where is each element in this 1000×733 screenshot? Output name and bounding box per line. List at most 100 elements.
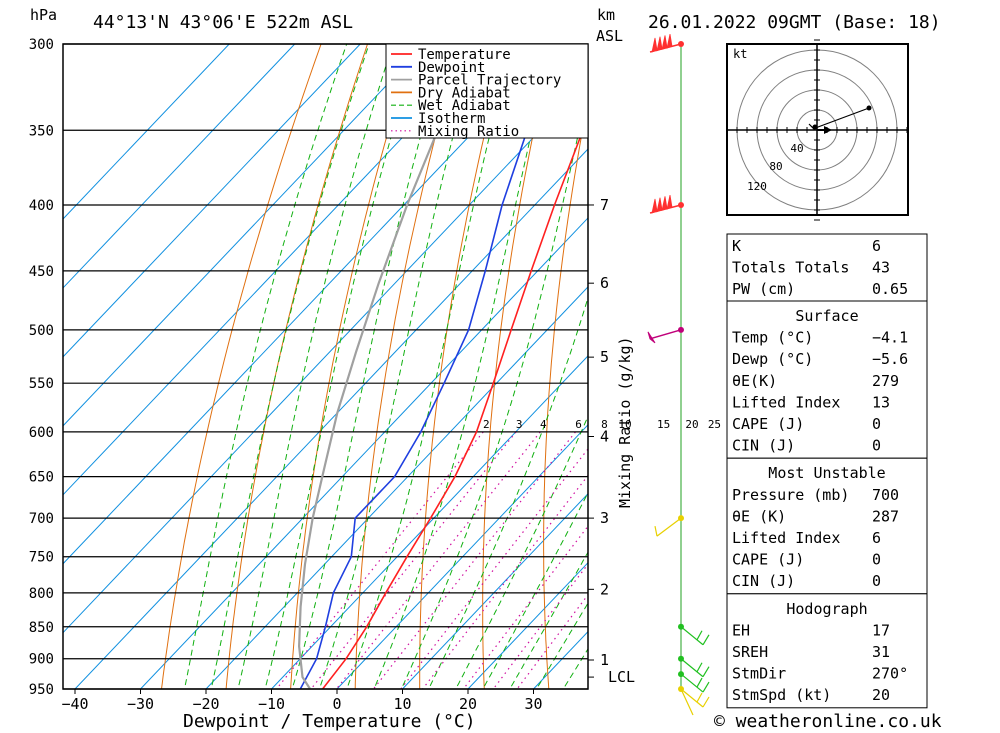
index-value: 17	[872, 621, 890, 639]
legend-label: Isotherm	[418, 111, 485, 127]
index-label: Lifted Index	[732, 393, 840, 411]
pressure-tick-label: 800	[29, 586, 54, 602]
mixing-ratio-line	[276, 431, 484, 689]
hodograph-point	[812, 124, 818, 130]
index-label: Lifted Index	[732, 529, 840, 547]
index-label: CAPE (J)	[732, 415, 804, 433]
dry-adiabat-line	[161, 44, 322, 689]
x-tick-label: 0	[332, 695, 341, 713]
mixing-ratio-label: 3	[516, 418, 523, 431]
wind-barb	[649, 34, 682, 53]
hodograph-ring-label: 80	[769, 160, 782, 173]
index-value: 0.65	[872, 280, 908, 298]
index-section-title: Most Unstable	[768, 464, 885, 482]
dry-adiabat-line	[660, 44, 693, 689]
isotherm-line	[63, 44, 230, 220]
legend-label: Dry Adiabat	[418, 85, 511, 101]
index-value: 270°	[872, 665, 908, 683]
mixing-ratio-line	[492, 563, 588, 689]
index-value: 0	[872, 572, 881, 590]
wind-level-dot	[678, 326, 684, 333]
dry-adiabat-line	[225, 44, 368, 689]
wind-level-dot	[678, 671, 684, 678]
mixing-ratio-label: 6	[575, 418, 582, 431]
index-label: Temp (°C)	[732, 329, 813, 347]
mixing-ratio-line	[422, 474, 588, 689]
legend-label: Wet Adiabat	[418, 98, 511, 114]
pressure-tick-label: 600	[29, 425, 54, 441]
index-value: 0	[872, 551, 881, 569]
x-tick-label: 30	[524, 695, 542, 713]
dry-adiabat-line	[354, 44, 461, 689]
pressure-tick-label: 950	[29, 682, 54, 698]
x-tick-label: −30	[127, 695, 154, 713]
height-tick-label: 5	[600, 348, 609, 366]
mixing-ratio-line	[335, 431, 541, 689]
legend-label: Mixing Ratio	[418, 124, 519, 140]
mixing-ratio-label: 25	[708, 418, 721, 431]
height-tick-label: LCL	[608, 668, 635, 686]
index-value: 287	[872, 507, 899, 525]
wind-barb	[680, 688, 710, 708]
indices-section-box	[726, 593, 928, 709]
pressure-tick-label: 700	[29, 511, 54, 527]
index-label: CIN (J)	[732, 437, 795, 455]
index-section-title: Hodograph	[786, 600, 867, 618]
hodograph-ring-label: 120	[747, 180, 767, 193]
dry-adiabat-line	[419, 44, 508, 689]
km-label: km	[597, 6, 615, 24]
height-tick-label: 6	[600, 274, 609, 292]
pressure-unit-label: hPa	[30, 6, 57, 24]
index-value: 13	[872, 393, 890, 411]
dry-adiabat-line	[290, 44, 415, 689]
series-dewpoint	[299, 44, 529, 689]
height-tick-label: 7	[600, 196, 609, 214]
index-value: 700	[872, 486, 899, 504]
isotherm-line	[63, 44, 492, 496]
wind-barb	[680, 626, 710, 646]
index-label: EH	[732, 621, 750, 639]
wet-adiabat-line	[455, 415, 588, 689]
index-label: θE (K)	[732, 507, 786, 525]
mixing-ratio-label: 10	[618, 418, 631, 431]
index-label: Pressure (mb)	[732, 486, 849, 504]
wet-adiabat-line	[264, 44, 420, 689]
wet-adiabat-line	[400, 88, 588, 689]
index-label: K	[732, 237, 741, 255]
wet-adiabat-line	[291, 44, 448, 689]
wind-barb	[649, 194, 682, 214]
legend-label: Dewpoint	[418, 60, 485, 76]
pressure-tick-label: 400	[29, 198, 54, 214]
height-tick-label: 4	[600, 428, 609, 446]
isotherm-line	[336, 424, 588, 689]
isotherm-line	[140, 217, 588, 689]
pressure-tick-label: 350	[29, 123, 54, 139]
wind-level-dot	[678, 515, 684, 522]
mixing-ratio-line	[373, 431, 576, 689]
datetime-title: 26.01.2022 09GMT (Base: 18)	[648, 12, 941, 33]
index-label: CAPE (J)	[732, 551, 804, 569]
height-tick-label: 1	[600, 651, 609, 669]
wind-barb	[654, 517, 682, 537]
isotherm-line	[63, 44, 558, 565]
pressure-tick-label: 450	[29, 264, 54, 280]
x-tick-label: −10	[258, 695, 285, 713]
hodograph-point	[866, 105, 872, 111]
pressure-tick-label: 750	[29, 550, 54, 566]
height-tick-label: 2	[600, 580, 609, 598]
plot-frame	[62, 43, 589, 690]
mixing-ratio-line	[400, 447, 588, 689]
index-label: CIN (J)	[732, 572, 795, 590]
index-value: 43	[872, 259, 890, 277]
wind-barb	[647, 329, 682, 344]
indices-section-box	[726, 233, 928, 302]
wind-level-dot	[678, 41, 684, 47]
isotherm-line	[402, 493, 588, 689]
wind-barb	[680, 658, 710, 678]
isotherm-line	[205, 286, 588, 689]
wet-adiabat-line	[346, 44, 514, 689]
index-value: 279	[872, 372, 899, 390]
hodograph-unit-label: kt	[733, 47, 747, 61]
index-value: 6	[872, 237, 881, 255]
